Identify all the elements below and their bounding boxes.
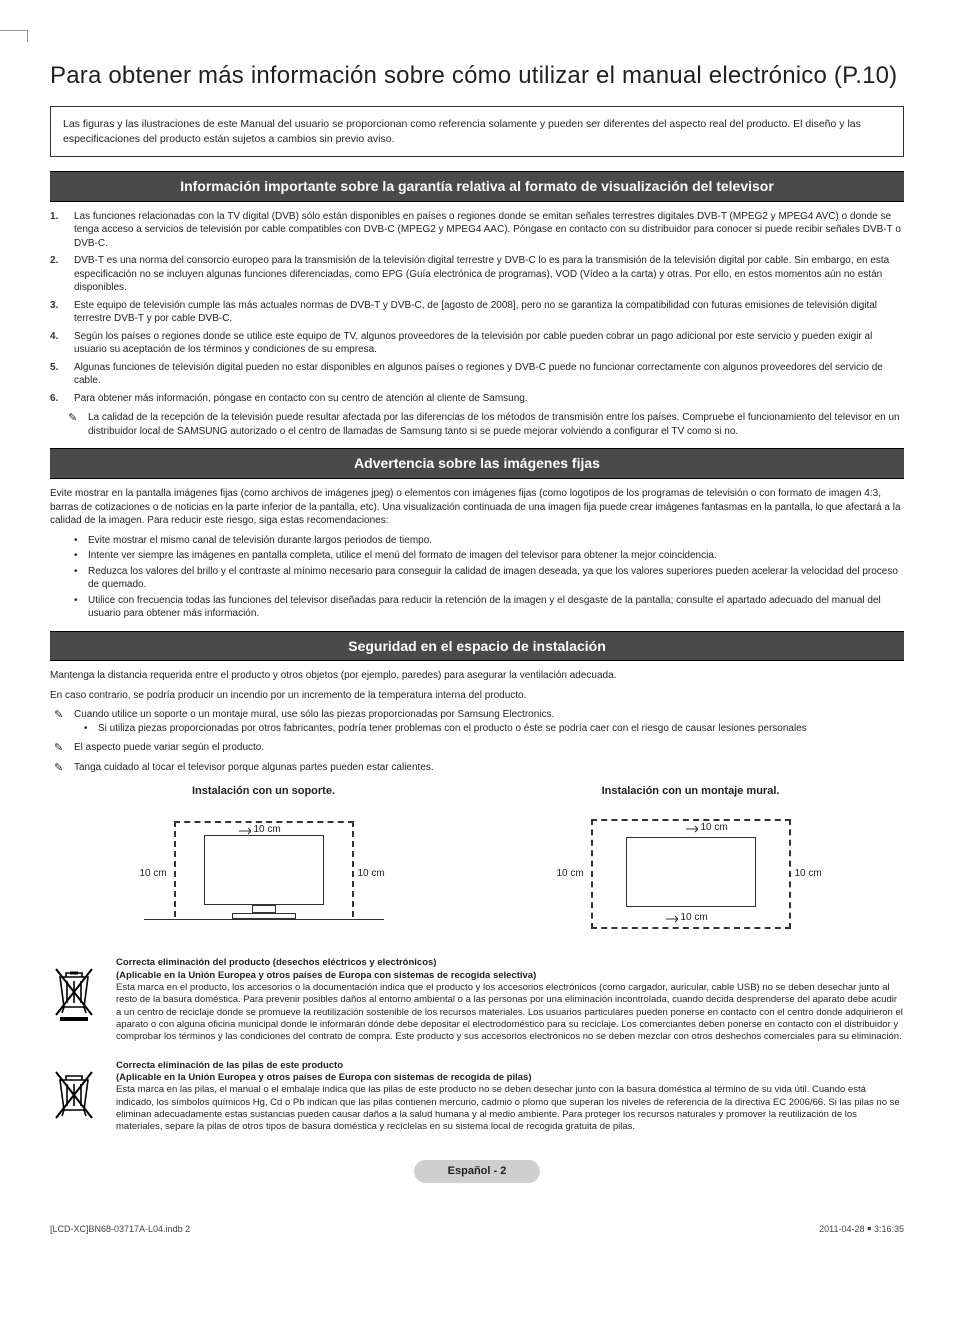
- disposal1-h1: Correcta eliminación del producto (desec…: [116, 957, 904, 969]
- safety-note2: El aspecto puede variar según el product…: [50, 741, 904, 755]
- warranty-item: Según los países o regiones donde se uti…: [50, 330, 904, 357]
- safety-note1-sub-list: Si utiliza piezas proporcionadas por otr…: [74, 722, 904, 736]
- still-bullets: Evite mostrar el mismo canal de televisi…: [50, 534, 904, 621]
- install-row: Instalación con un soporte. 10 cm 10 cm …: [50, 784, 904, 941]
- page-footer: Español - 2: [50, 1160, 904, 1183]
- disposal1-h2: (Aplicable en la Unión Europea y otros p…: [116, 970, 904, 982]
- still-bullet: Utilice con frecuencia todas las funcion…: [74, 594, 904, 621]
- warranty-item: DVB-T es una norma del consorcio europeo…: [50, 254, 904, 295]
- meas-top: 10 cm: [254, 823, 281, 837]
- intro-box: Las figuras y las ilustraciones de este …: [50, 106, 904, 156]
- install-wall-col: Instalación con un montaje mural. 10 cm …: [477, 784, 904, 941]
- disposal-battery-text: Correcta eliminación de las pilas de est…: [116, 1060, 904, 1134]
- warranty-item: Este equipo de televisión cumple las más…: [50, 299, 904, 326]
- safety-p2: En caso contrario, se podría producir un…: [50, 689, 904, 703]
- install-stand-title: Instalación con un soporte.: [50, 784, 477, 799]
- safety-note1-text: Cuando utilice un soporte o un montaje m…: [74, 709, 554, 720]
- section-warranty-heading: Información importante sobre la garantía…: [50, 171, 904, 202]
- page-title: Para obtener más información sobre cómo …: [50, 60, 904, 92]
- weee-bin-icon: [50, 957, 106, 1043]
- safety-note3: Tanga cuidado al tocar el televisor porq…: [50, 761, 904, 775]
- meas-right: 10 cm: [795, 867, 822, 881]
- safety-note2-text: El aspecto puede variar según el product…: [74, 742, 264, 753]
- warranty-list: Las funciones relacionadas con la TV dig…: [50, 210, 904, 406]
- disposal2-h1: Correcta eliminación de las pilas de est…: [116, 1060, 904, 1072]
- still-bullet: Reduzca los valores del brillo y el cont…: [74, 565, 904, 592]
- wall-diagram: 10 cm 10 cm 10 cm 10 cm: [531, 811, 851, 941]
- page-number-pill: Español - 2: [414, 1160, 541, 1183]
- still-bullet: Intente ver siempre las imágenes en pant…: [74, 549, 904, 563]
- meas-left: 10 cm: [557, 867, 584, 881]
- arrow-icon: [686, 825, 698, 833]
- install-wall-title: Instalación con un montaje mural.: [477, 784, 904, 799]
- crop-mark: [0, 30, 28, 42]
- section-safety-heading: Seguridad en el espacio de instalación: [50, 631, 904, 662]
- disposal1-body: Esta marca en el producto, los accesorio…: [116, 982, 904, 1044]
- meas-left: 10 cm: [140, 867, 167, 881]
- meas-right: 10 cm: [358, 867, 385, 881]
- disposal-product-text: Correcta eliminación del producto (desec…: [116, 957, 904, 1043]
- still-intro: Evite mostrar en la pantalla imágenes fi…: [50, 487, 904, 528]
- meas-top: 10 cm: [701, 821, 728, 835]
- install-stand-col: Instalación con un soporte. 10 cm 10 cm …: [50, 784, 477, 941]
- battery-bin-icon: [50, 1060, 106, 1134]
- disposal2-body: Esta marca en las pilas, el manual o el …: [116, 1084, 904, 1133]
- section-still-heading: Advertencia sobre las imágenes fijas: [50, 448, 904, 479]
- intro-text: Las figuras y las ilustraciones de este …: [63, 118, 861, 144]
- print-footer-left: [LCD-XC]BN68-03717A-L04.indb 2: [50, 1223, 190, 1235]
- warranty-item: Para obtener más información, póngase en…: [50, 392, 904, 406]
- disposal-product-row: Correcta eliminación del producto (desec…: [50, 957, 904, 1043]
- print-footer-right: 2011-04-28 ￭ 3:16:35: [819, 1223, 904, 1235]
- safety-note3-text: Tanga cuidado al tocar el televisor porq…: [74, 762, 434, 773]
- safety-p1: Mantenga la distancia requerida entre el…: [50, 669, 904, 683]
- disposal2-h2: (Aplicable en la Unión Europea y otros p…: [116, 1072, 904, 1084]
- warranty-note: La calidad de la recepción de la televis…: [50, 411, 904, 438]
- meas-bottom: 10 cm: [681, 911, 708, 925]
- arrow-icon: [666, 915, 678, 923]
- print-footer: [LCD-XC]BN68-03717A-L04.indb 2 2011-04-2…: [50, 1223, 904, 1235]
- safety-note1-sub: Si utiliza piezas proporcionadas por otr…: [84, 722, 904, 736]
- warranty-item: Las funciones relacionadas con la TV dig…: [50, 210, 904, 251]
- disposal-battery-row: Correcta eliminación de las pilas de est…: [50, 1060, 904, 1134]
- stand-diagram: 10 cm 10 cm 10 cm: [104, 811, 424, 941]
- arrow-icon: [239, 827, 251, 835]
- still-bullet: Evite mostrar el mismo canal de televisi…: [74, 534, 904, 548]
- warranty-item: Algunas funciones de televisión digital …: [50, 361, 904, 388]
- safety-note1: Cuando utilice un soporte o un montaje m…: [50, 708, 904, 735]
- warranty-note-text: La calidad de la recepción de la televis…: [88, 412, 900, 437]
